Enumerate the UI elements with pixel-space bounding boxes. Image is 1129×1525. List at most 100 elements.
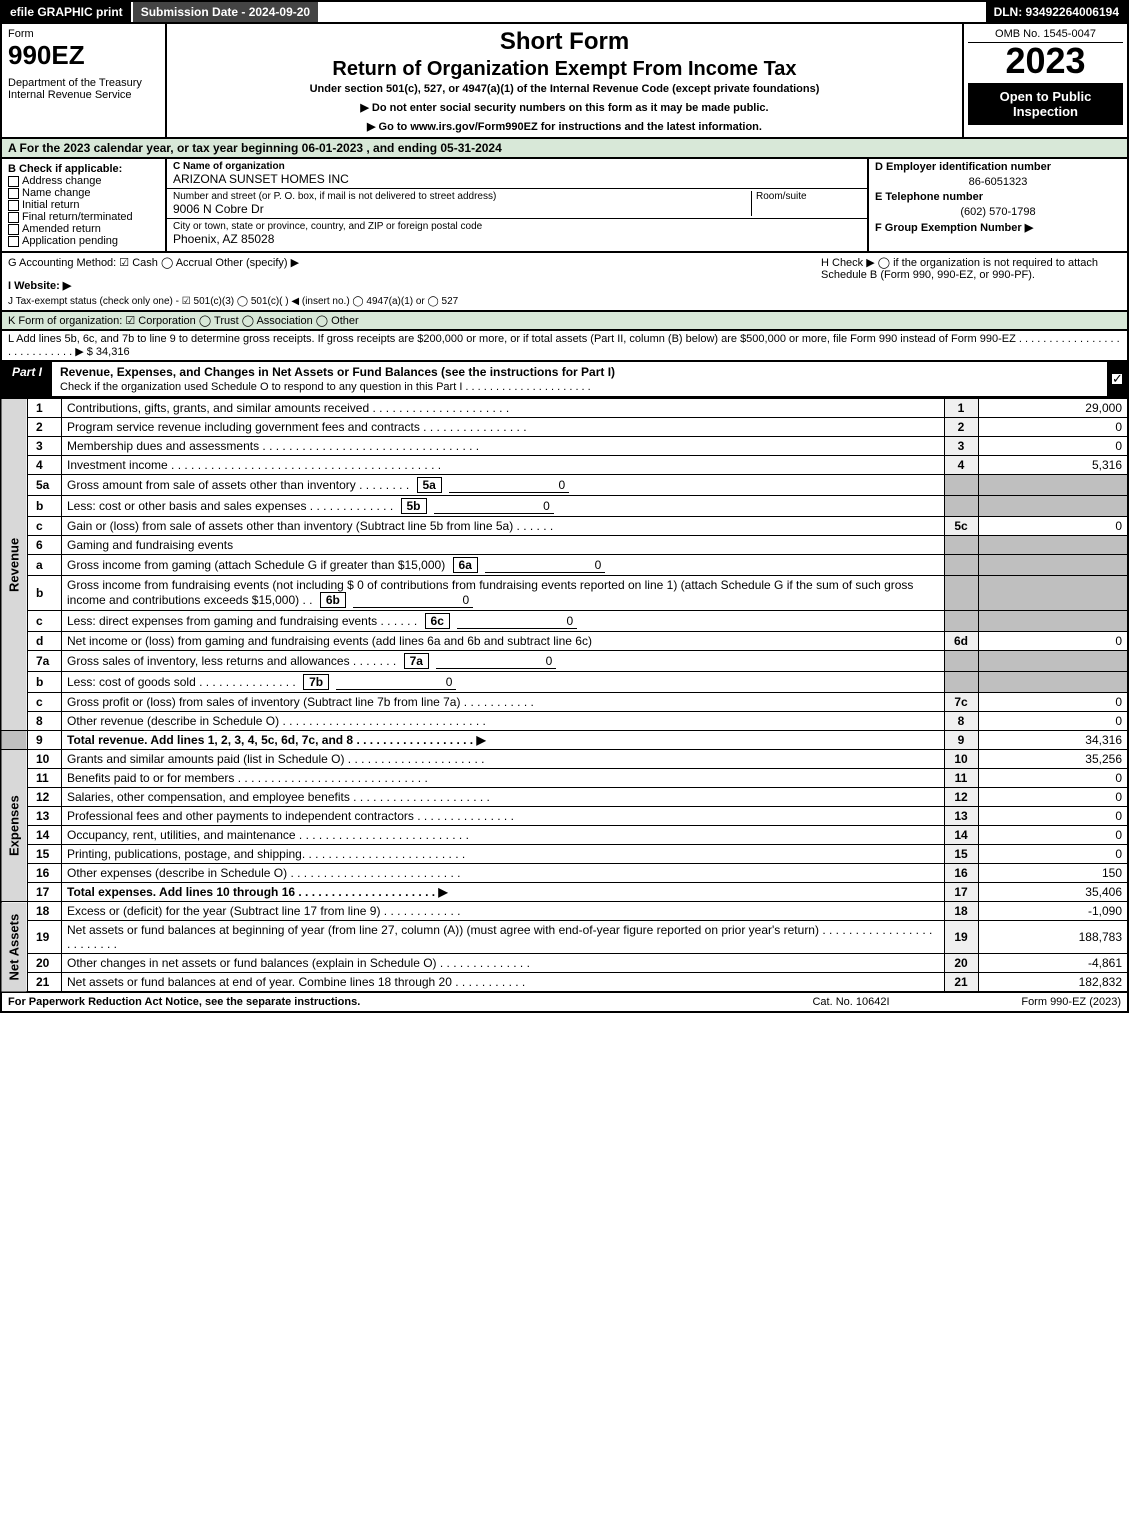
ln20-num: 20 — [28, 954, 62, 973]
ln5b-num: b — [28, 496, 62, 517]
room-label: Room/suite — [756, 191, 861, 202]
ln10-desc: Grants and similar amounts paid (list in… — [62, 750, 945, 769]
ln6d-val: 0 — [978, 632, 1128, 651]
ln6a-num: a — [28, 555, 62, 576]
cb-initial-return[interactable]: Initial return — [8, 199, 159, 211]
footer-center: Cat. No. 10642I — [751, 996, 951, 1008]
ln1-num: 1 — [28, 399, 62, 418]
ln11-rn: 11 — [944, 769, 978, 788]
ln21-num: 21 — [28, 973, 62, 993]
header-right: OMB No. 1545-0047 2023 Open to Public In… — [962, 24, 1127, 137]
ln18-num: 18 — [28, 902, 62, 921]
ln10-val: 35,256 — [978, 750, 1128, 769]
ln2-val: 0 — [978, 418, 1128, 437]
ln6b-rn — [944, 576, 978, 611]
cb-name-change[interactable]: Name change — [8, 187, 159, 199]
ln6d-num: d — [28, 632, 62, 651]
ln5c-num: c — [28, 517, 62, 536]
ln9-desc: Total revenue. Add lines 1, 2, 3, 4, 5c,… — [62, 731, 945, 750]
ln7a-rn — [944, 651, 978, 672]
section-b: B Check if applicable: Address change Na… — [2, 159, 167, 251]
ln5c-val: 0 — [978, 517, 1128, 536]
ln6c-desc: Less: direct expenses from gaming and fu… — [62, 611, 945, 632]
ln7b-rn — [944, 672, 978, 693]
ln20-desc: Other changes in net assets or fund bala… — [62, 954, 945, 973]
org-address: 9006 N Cobre Dr — [173, 202, 751, 216]
ln7a-val — [978, 651, 1128, 672]
ln7b-desc: Less: cost of goods sold . . . . . . . .… — [62, 672, 945, 693]
ln17-val: 35,406 — [978, 883, 1128, 902]
ln17-rn: 17 — [944, 883, 978, 902]
row-a-tax-year: A For the 2023 calendar year, or tax yea… — [0, 139, 1129, 159]
ln15-desc: Printing, publications, postage, and shi… — [62, 845, 945, 864]
part-1-title: Revenue, Expenses, and Changes in Net As… — [52, 362, 1107, 396]
ln6d-desc: Net income or (loss) from gaming and fun… — [62, 632, 945, 651]
ln6c-num: c — [28, 611, 62, 632]
ln6c-rn — [944, 611, 978, 632]
row-j: J Tax-exempt status (check only one) - ☑… — [8, 296, 821, 307]
footer-right: Form 990-EZ (2023) — [951, 996, 1121, 1008]
cb-application-pending[interactable]: Application pending — [8, 235, 159, 247]
section-c: C Name of organization ARIZONA SUNSET HO… — [167, 159, 867, 251]
ln12-num: 12 — [28, 788, 62, 807]
ln20-val: -4,861 — [978, 954, 1128, 973]
ln17-num: 17 — [28, 883, 62, 902]
ln15-num: 15 — [28, 845, 62, 864]
efile-label[interactable]: efile GRAPHIC print — [2, 2, 131, 22]
ln14-rn: 14 — [944, 826, 978, 845]
ln16-val: 150 — [978, 864, 1128, 883]
part-1-tag: Part I — [2, 362, 52, 396]
part-1-checkbox[interactable] — [1107, 362, 1127, 396]
subtitle: Under section 501(c), 527, or 4947(a)(1)… — [175, 83, 954, 95]
ln6-val — [978, 536, 1128, 555]
page-footer: For Paperwork Reduction Act Notice, see … — [0, 993, 1129, 1013]
ln10-num: 10 — [28, 750, 62, 769]
ln19-rn: 19 — [944, 921, 978, 954]
ln9-num: 9 — [28, 731, 62, 750]
ln19-num: 19 — [28, 921, 62, 954]
cb-final-return[interactable]: Final return/terminated — [8, 211, 159, 223]
ln6a-rn — [944, 555, 978, 576]
ln19-val: 188,783 — [978, 921, 1128, 954]
ln8-val: 0 — [978, 712, 1128, 731]
top-bar: efile GRAPHIC print Submission Date - 20… — [0, 0, 1129, 24]
form-header: Form 990EZ Department of the Treasury In… — [0, 24, 1129, 139]
row-i: I Website: ▶ — [8, 279, 821, 292]
ln1-val: 29,000 — [978, 399, 1128, 418]
note-2[interactable]: ▶ Go to www.irs.gov/Form990EZ for instru… — [175, 120, 954, 133]
phone-label: E Telephone number — [875, 191, 1121, 203]
ln13-rn: 13 — [944, 807, 978, 826]
header-center: Short Form Return of Organization Exempt… — [167, 24, 962, 137]
row-l: L Add lines 5b, 6c, and 7b to line 9 to … — [0, 331, 1129, 362]
ln5a-val — [978, 475, 1128, 496]
cb-address-change[interactable]: Address change — [8, 175, 159, 187]
ln5b-desc: Less: cost or other basis and sales expe… — [62, 496, 945, 517]
ln1-rn: 1 — [944, 399, 978, 418]
ln9-val: 34,316 — [978, 731, 1128, 750]
ln6b-desc: Gross income from fundraising events (no… — [62, 576, 945, 611]
ln7a-num: 7a — [28, 651, 62, 672]
side-expenses: Expenses — [1, 750, 28, 902]
group-label: F Group Exemption Number ▶ — [875, 221, 1121, 234]
ln6b-num: b — [28, 576, 62, 611]
ln15-val: 0 — [978, 845, 1128, 864]
ln6c-val — [978, 611, 1128, 632]
ln11-num: 11 — [28, 769, 62, 788]
ln6-num: 6 — [28, 536, 62, 555]
ln6b-val — [978, 576, 1128, 611]
ln8-desc: Other revenue (describe in Schedule O) .… — [62, 712, 945, 731]
ln12-rn: 12 — [944, 788, 978, 807]
ln2-num: 2 — [28, 418, 62, 437]
ln14-desc: Occupancy, rent, utilities, and maintena… — [62, 826, 945, 845]
org-name: ARIZONA SUNSET HOMES INC — [173, 172, 349, 186]
ln7a-desc: Gross sales of inventory, less returns a… — [62, 651, 945, 672]
cb-amended-return[interactable]: Amended return — [8, 223, 159, 235]
ln7b-val — [978, 672, 1128, 693]
ln3-rn: 3 — [944, 437, 978, 456]
ln5b-rn — [944, 496, 978, 517]
ln5a-rn — [944, 475, 978, 496]
ln20-rn: 20 — [944, 954, 978, 973]
ln21-desc: Net assets or fund balances at end of ye… — [62, 973, 945, 993]
ln6d-rn: 6d — [944, 632, 978, 651]
ln2-desc: Program service revenue including govern… — [62, 418, 945, 437]
